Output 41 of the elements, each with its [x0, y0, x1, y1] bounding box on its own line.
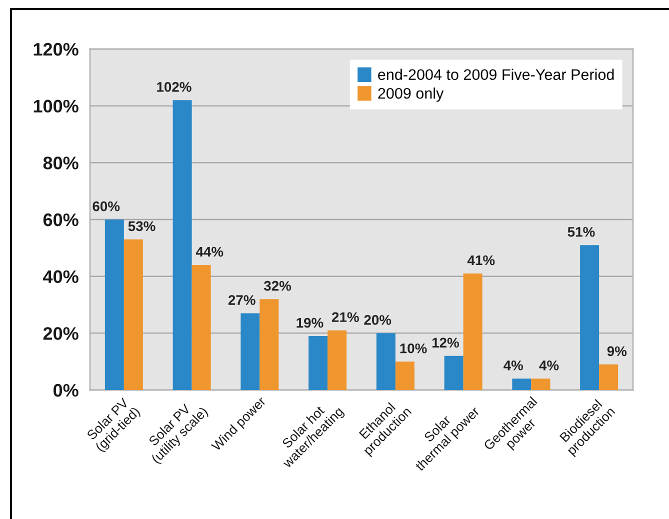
legend-label: 2009 only — [378, 88, 444, 102]
bar — [512, 378, 532, 390]
data-label: 27% — [228, 295, 256, 305]
bar — [376, 333, 396, 390]
bar — [463, 273, 482, 390]
y-tick-label: 80% — [43, 156, 78, 170]
bar — [580, 245, 600, 390]
data-label: 10% — [400, 343, 427, 354]
y-tick-label: 120% — [34, 42, 78, 56]
bar — [192, 264, 211, 390]
data-label: 41% — [467, 255, 495, 266]
bar — [240, 313, 260, 390]
bar — [104, 220, 124, 390]
bar — [260, 299, 279, 390]
bar — [444, 356, 464, 390]
data-label: 102% — [157, 82, 192, 92]
data-label: 9% — [607, 346, 627, 356]
data-label: 44% — [196, 246, 224, 257]
y-tick-label: 0% — [54, 384, 78, 397]
bar — [172, 100, 192, 390]
y-tick-label: 100% — [34, 100, 78, 113]
data-label: 4% — [504, 360, 524, 370]
y-tick-label: 40% — [43, 270, 78, 284]
data-label: 12% — [432, 338, 460, 348]
data-label: 32% — [264, 280, 292, 291]
data-label: 4% — [539, 360, 559, 370]
bar — [124, 239, 143, 390]
bar — [531, 378, 550, 390]
bar — [328, 330, 347, 390]
bar — [395, 362, 414, 390]
legend-label: end-2004 to 2009 Five-Year Period — [378, 68, 614, 80]
y-tick-label: 20% — [43, 327, 78, 340]
data-label: 51% — [568, 226, 595, 237]
data-label: 60% — [92, 201, 120, 212]
bar — [599, 364, 618, 390]
bar — [308, 336, 328, 390]
y-tick-label: 60% — [43, 213, 78, 226]
data-label: 53% — [128, 221, 156, 232]
data-label: 21% — [332, 312, 359, 322]
data-label: 19% — [296, 318, 324, 328]
data-label: 20% — [364, 315, 392, 325]
